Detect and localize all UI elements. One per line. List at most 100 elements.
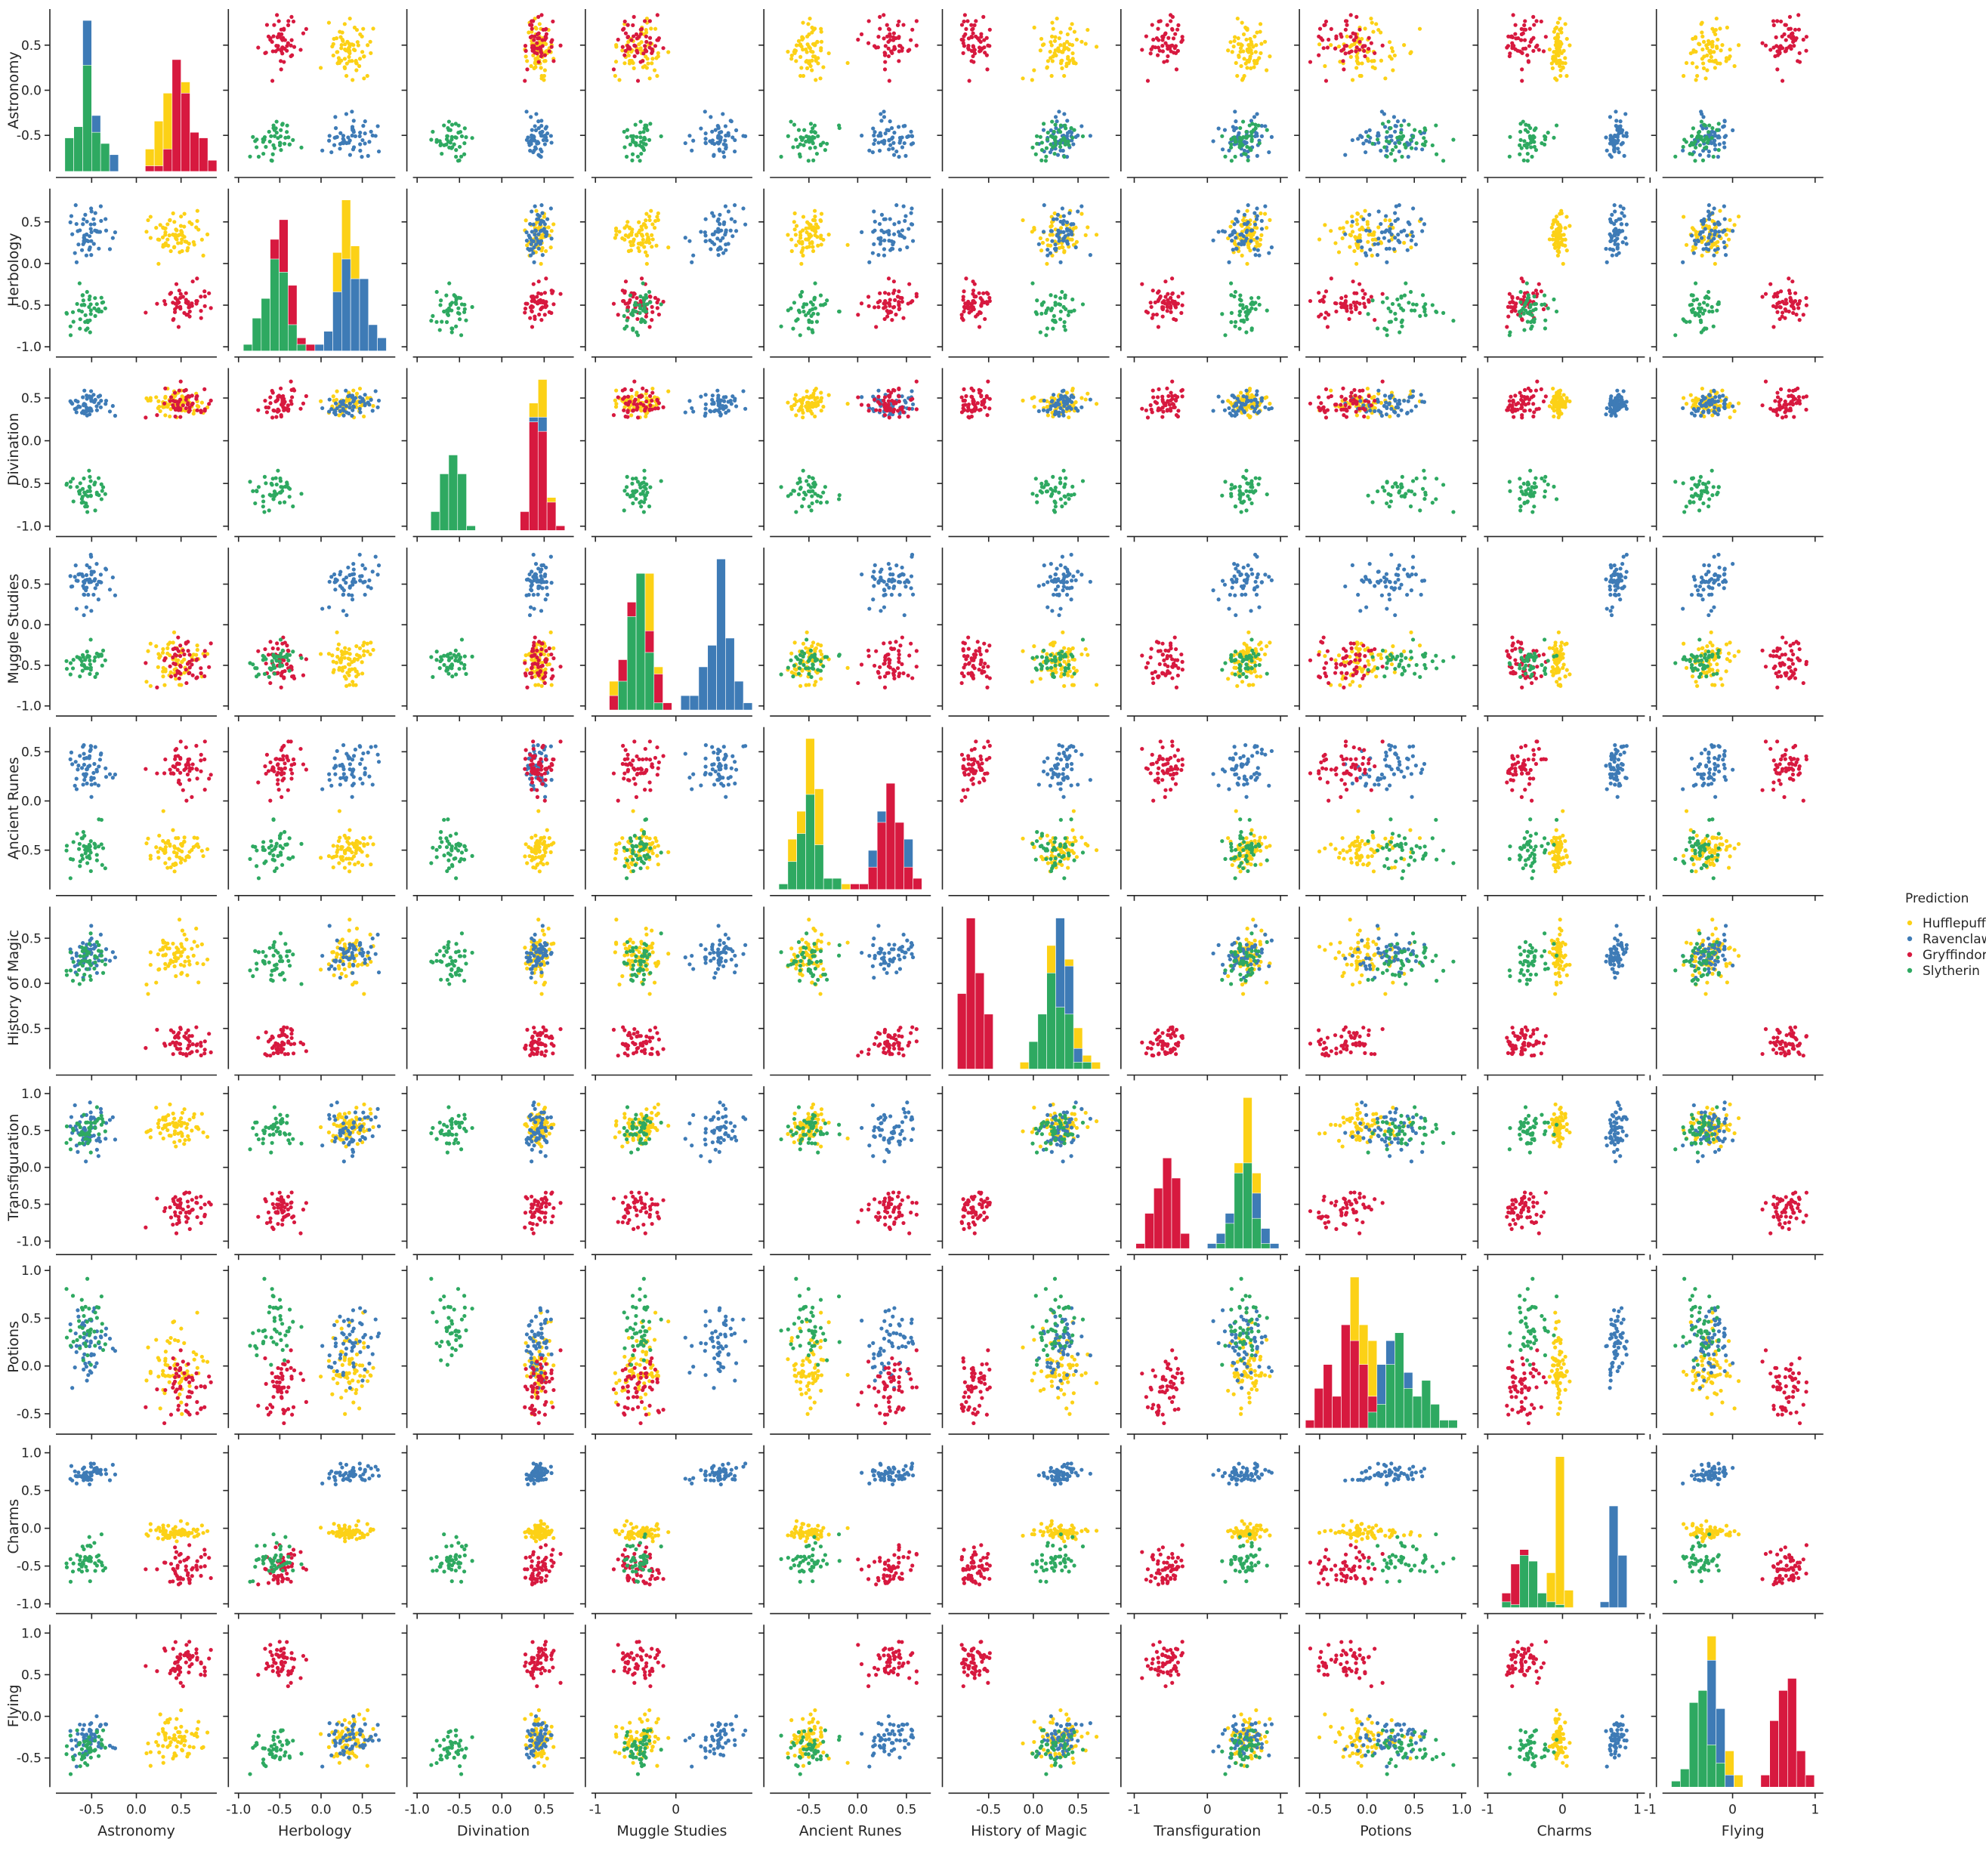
scatter-point-ravenclaw bbox=[333, 115, 338, 119]
scatter-point-slytherin bbox=[1229, 142, 1234, 147]
scatter-point-gryffindor bbox=[276, 47, 280, 51]
scatter-point-gryffindor bbox=[185, 301, 190, 306]
scatter-point-hufflepuff bbox=[631, 239, 635, 244]
scatter-point-hufflepuff bbox=[1230, 50, 1234, 54]
scatter-point-ravenclaw bbox=[1269, 134, 1274, 139]
scatter-point-slytherin bbox=[434, 319, 439, 324]
panel-herbology-vs-ancient-runes bbox=[758, 188, 931, 363]
scatter-point-gryffindor bbox=[1325, 325, 1330, 329]
scatter-point-slytherin bbox=[1388, 319, 1393, 324]
hist-bar-gryffindor bbox=[171, 59, 181, 172]
scatter-point-gryffindor bbox=[178, 307, 183, 311]
scatter-point-slytherin bbox=[1051, 145, 1055, 150]
scatter-point-hufflepuff bbox=[1547, 47, 1552, 52]
scatter-point-slytherin bbox=[78, 317, 82, 322]
scatter-point-gryffindor bbox=[1354, 305, 1358, 310]
scatter-point-slytherin bbox=[276, 468, 280, 473]
scatter-point-slytherin bbox=[807, 135, 811, 140]
scatter-point-ravenclaw bbox=[722, 155, 727, 159]
scatter-point-ravenclaw bbox=[1722, 119, 1727, 124]
scatter-point-ravenclaw bbox=[1622, 214, 1626, 218]
scatter-point-gryffindor bbox=[856, 37, 860, 42]
scatter-point-gryffindor bbox=[1534, 288, 1539, 293]
scatter-point-slytherin bbox=[1518, 137, 1523, 142]
scatter-point-slytherin bbox=[1249, 137, 1254, 142]
scatter-point-gryffindor bbox=[1323, 316, 1327, 320]
scatter-point-hufflepuff bbox=[163, 396, 168, 400]
scatter-point-ravenclaw bbox=[332, 143, 337, 147]
scatter-point-slytherin bbox=[270, 159, 274, 163]
scatter-point-hufflepuff bbox=[655, 73, 659, 79]
scatter-point-hufflepuff bbox=[629, 233, 634, 237]
hist-bar-hufflepuff bbox=[153, 121, 164, 172]
scatter-point-gryffindor bbox=[1537, 282, 1541, 286]
scatter-point-gryffindor bbox=[1543, 35, 1548, 39]
scatter-point-gryffindor bbox=[628, 400, 632, 404]
scatter-point-gryffindor bbox=[981, 291, 986, 295]
scatter-point-ravenclaw bbox=[1049, 229, 1053, 233]
scatter-point-ravenclaw bbox=[734, 128, 739, 133]
scatter-point-slytherin bbox=[64, 310, 69, 315]
scatter-point-slytherin bbox=[262, 510, 267, 514]
scatter-point-hufflepuff bbox=[194, 225, 199, 230]
scatter-point-hufflepuff bbox=[163, 243, 168, 248]
scatter-point-hufflepuff bbox=[1262, 211, 1268, 216]
scatter-point-ravenclaw bbox=[712, 153, 716, 157]
scatter-point-gryffindor bbox=[901, 23, 906, 27]
scatter-point-slytherin bbox=[261, 494, 265, 498]
scatter-point-gryffindor bbox=[1778, 51, 1782, 56]
scatter-point-ravenclaw bbox=[357, 406, 362, 411]
scatter-point-gryffindor bbox=[1317, 291, 1321, 295]
scatter-point-ravenclaw bbox=[524, 137, 530, 142]
scatter-point-ravenclaw bbox=[107, 409, 113, 414]
scatter-point-slytherin bbox=[1413, 308, 1417, 313]
scatter-point-hufflepuff bbox=[1357, 73, 1362, 79]
scatter-point-ravenclaw bbox=[879, 236, 883, 240]
scatter-point-gryffindor bbox=[1334, 301, 1339, 306]
scatter-point-ravenclaw bbox=[1618, 217, 1623, 221]
scatter-point-hufflepuff bbox=[789, 57, 794, 61]
scatter-point-hufflepuff bbox=[1387, 40, 1392, 45]
scatter-point-ravenclaw bbox=[699, 394, 703, 399]
scatter-point-gryffindor bbox=[289, 14, 294, 19]
scatter-point-slytherin bbox=[1554, 309, 1559, 314]
scatter-point-hufflepuff bbox=[1057, 36, 1061, 41]
scatter-point-hufflepuff bbox=[1715, 46, 1719, 51]
scatter-point-ravenclaw bbox=[710, 129, 715, 134]
scatter-point-ravenclaw bbox=[1252, 115, 1257, 119]
scatter-point-ravenclaw bbox=[1706, 236, 1711, 240]
scatter-point-hufflepuff bbox=[816, 243, 820, 248]
scatter-point-gryffindor bbox=[1339, 32, 1343, 36]
scatter-point-gryffindor bbox=[184, 406, 188, 411]
scatter-point-gryffindor bbox=[1539, 289, 1543, 294]
scatter-point-slytherin bbox=[630, 158, 635, 162]
scatter-point-slytherin bbox=[1529, 326, 1534, 331]
scatter-point-hufflepuff bbox=[1716, 37, 1720, 42]
scatter-point-hufflepuff bbox=[1067, 58, 1072, 63]
scatter-point-gryffindor bbox=[542, 53, 548, 57]
scatter-point-gryffindor bbox=[1793, 291, 1798, 295]
scatter-point-hufflepuff bbox=[1062, 73, 1067, 79]
scatter-point-gryffindor bbox=[525, 67, 530, 72]
scatter-point-gryffindor bbox=[1367, 46, 1371, 51]
scatter-point-ravenclaw bbox=[910, 239, 916, 243]
scatter-point-slytherin bbox=[1418, 129, 1422, 134]
scatter-point-slytherin bbox=[810, 137, 814, 141]
scatter-point-ravenclaw bbox=[360, 396, 365, 401]
scatter-point-ravenclaw bbox=[1387, 239, 1391, 243]
scatter-point-gryffindor bbox=[1778, 47, 1782, 51]
scatter-point-gryffindor bbox=[961, 298, 965, 302]
scatter-point-ravenclaw bbox=[1612, 228, 1617, 233]
scatter-point-slytherin bbox=[94, 490, 99, 495]
scatter-point-gryffindor bbox=[888, 298, 892, 302]
scatter-point-hufflepuff bbox=[1021, 76, 1025, 81]
scatter-point-gryffindor bbox=[531, 19, 536, 23]
scatter-point-ravenclaw bbox=[1211, 238, 1215, 242]
scatter-point-hufflepuff bbox=[632, 66, 636, 70]
scatter-point-gryffindor bbox=[1771, 325, 1776, 329]
scatter-point-slytherin bbox=[452, 142, 456, 147]
scatter-point-ravenclaw bbox=[350, 125, 355, 129]
scatter-point-ravenclaw bbox=[327, 138, 332, 143]
scatter-point-hufflepuff bbox=[1074, 37, 1079, 42]
hist-bar-ravenclaw bbox=[109, 154, 119, 172]
